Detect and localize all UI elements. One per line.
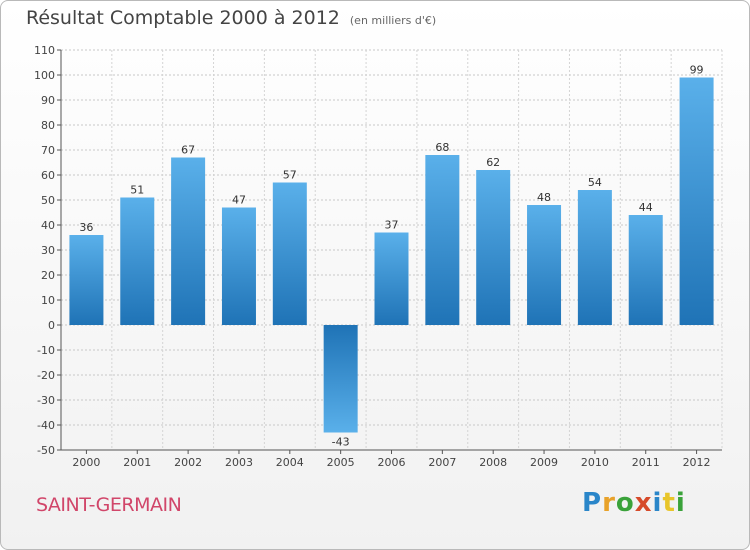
x-tick-label: 2000 [72, 456, 100, 469]
title-text: Résultat Comptable 2000 à 2012 [26, 7, 340, 29]
bar [272, 182, 307, 325]
data-label: 47 [232, 194, 246, 207]
bar [171, 157, 206, 325]
bar [628, 215, 663, 325]
data-label: 36 [79, 221, 93, 234]
proxiti-logo[interactable]: Proxiti [582, 488, 686, 518]
bar [527, 205, 562, 325]
y-tick-label: -10 [37, 344, 55, 357]
bar [476, 170, 511, 325]
x-tick-label: 2006 [378, 456, 406, 469]
data-label: 68 [435, 141, 449, 154]
bar [120, 197, 155, 325]
y-tick-label: -40 [37, 419, 55, 432]
bar [425, 155, 460, 325]
y-tick-label: 30 [41, 244, 55, 257]
y-tick-label: -20 [37, 369, 55, 382]
data-label: -43 [332, 436, 350, 449]
y-tick-label: 70 [41, 144, 55, 157]
y-tick-label: 90 [41, 94, 55, 107]
data-label: 67 [181, 144, 195, 157]
x-tick-label: 2007 [428, 456, 456, 469]
data-label: 51 [130, 184, 144, 197]
bar [69, 235, 104, 325]
y-tick-label: 0 [48, 319, 55, 332]
chart-title: Résultat Comptable 2000 à 2012 (en millie… [26, 7, 436, 29]
x-tick-label: 2009 [530, 456, 558, 469]
y-tick-label: 20 [41, 269, 55, 282]
y-tick-label: -30 [37, 394, 55, 407]
grid-lines [60, 49, 723, 451]
bar [374, 232, 409, 325]
logo-letter: o [615, 488, 635, 518]
x-tick-label: 2001 [123, 456, 151, 469]
y-tick-label: 10 [41, 294, 55, 307]
y-tick-label: 80 [41, 119, 55, 132]
y-tick-label: 50 [41, 194, 55, 207]
bars [69, 77, 714, 433]
x-tick-label: 2012 [683, 456, 711, 469]
data-label: 37 [385, 219, 399, 232]
subtitle-text: (en milliers d'€) [349, 14, 437, 27]
bar [577, 190, 612, 325]
data-label: 54 [588, 176, 602, 189]
x-tick-label: 2005 [327, 456, 355, 469]
data-label: 57 [283, 169, 297, 182]
y-tick-label: 110 [34, 44, 55, 57]
y-tick-label: 60 [41, 169, 55, 182]
data-label: 99 [690, 64, 704, 77]
bar [679, 77, 714, 325]
y-tick-label: -50 [37, 444, 55, 457]
data-label: 62 [486, 156, 500, 169]
x-tick-label: 2003 [225, 456, 253, 469]
axes [57, 49, 722, 454]
data-label: 44 [639, 201, 653, 214]
logo-letter: P [582, 488, 603, 518]
data-label: 48 [537, 191, 551, 204]
labels: 1101009080706050403020100-10-20-30-40-50… [34, 44, 711, 469]
bar [221, 207, 256, 325]
y-tick-label: 100 [34, 69, 55, 82]
logo-letter: r [602, 488, 616, 518]
x-tick-label: 2011 [632, 456, 660, 469]
logo-letter: x [634, 488, 653, 518]
logo-letter: i [652, 488, 663, 518]
bar [323, 325, 358, 433]
logo-letter: t [662, 488, 676, 518]
logo-letter: i [675, 488, 686, 518]
y-tick-label: 40 [41, 219, 55, 232]
x-tick-label: 2004 [276, 456, 304, 469]
x-tick-label: 2002 [174, 456, 202, 469]
town-name: SAINT-GERMAIN [36, 494, 182, 516]
x-tick-label: 2008 [479, 456, 507, 469]
x-tick-label: 2010 [581, 456, 609, 469]
